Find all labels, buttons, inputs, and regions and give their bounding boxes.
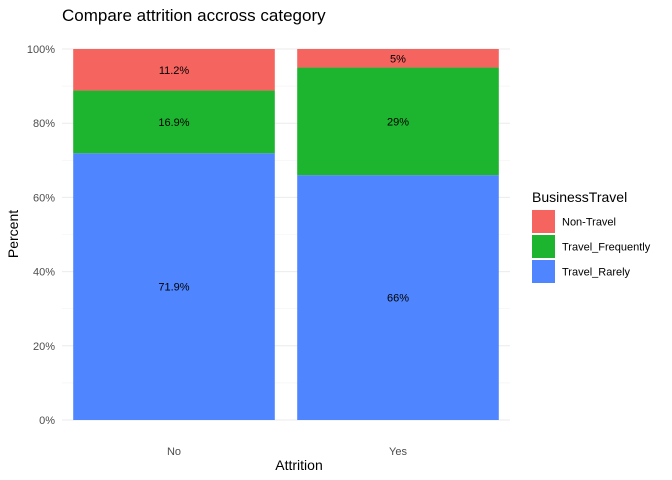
legend-label: Non-Travel xyxy=(562,217,616,229)
y-axis-ticks: 0% 20% 40% 60% 80% 100% xyxy=(27,44,55,427)
y-tick-label: 0% xyxy=(39,415,55,427)
legend-swatch xyxy=(532,235,555,258)
segment-label: 71.9% xyxy=(158,282,189,294)
bar-segment xyxy=(297,67,499,176)
bar-segment xyxy=(297,175,499,420)
chart-title: Compare attrition accross category xyxy=(62,6,326,25)
y-tick-label: 80% xyxy=(33,118,55,130)
legend: BusinessTravel Non-Travel Travel_Frequent… xyxy=(532,189,651,283)
legend-label: Travel_Frequently xyxy=(562,242,651,254)
segment-label: 11.2% xyxy=(159,65,190,77)
y-tick-label: 40% xyxy=(33,267,55,279)
bar-segment xyxy=(73,90,275,154)
y-tick-label: 60% xyxy=(33,192,55,204)
bar-segment xyxy=(73,49,275,91)
segment-label: 5% xyxy=(390,53,406,65)
legend-items: Non-Travel Travel_Frequently Travel_Rarely xyxy=(532,210,651,283)
x-tick-label: No xyxy=(167,446,181,458)
legend-title: BusinessTravel xyxy=(532,189,627,205)
bar-segment xyxy=(73,153,275,420)
bars xyxy=(73,49,499,420)
segment-label: 66% xyxy=(387,293,409,305)
legend-swatch xyxy=(532,260,555,283)
legend-label: Travel_Rarely xyxy=(562,267,631,279)
y-tick-label: 20% xyxy=(33,341,55,353)
segment-labels: 71.9% 16.9% 11.2% 66% 29% 5% xyxy=(158,53,409,304)
x-axis-title: Attrition xyxy=(275,457,322,473)
x-axis-ticks: No Yes xyxy=(167,446,407,458)
segment-label: 16.9% xyxy=(158,117,189,129)
y-tick-label: 100% xyxy=(27,44,55,56)
x-tick-label: Yes xyxy=(389,446,407,458)
segment-label: 29% xyxy=(387,116,409,128)
y-axis-title: Percent xyxy=(5,210,21,258)
bar-segment xyxy=(297,49,499,68)
legend-swatch xyxy=(532,210,555,233)
